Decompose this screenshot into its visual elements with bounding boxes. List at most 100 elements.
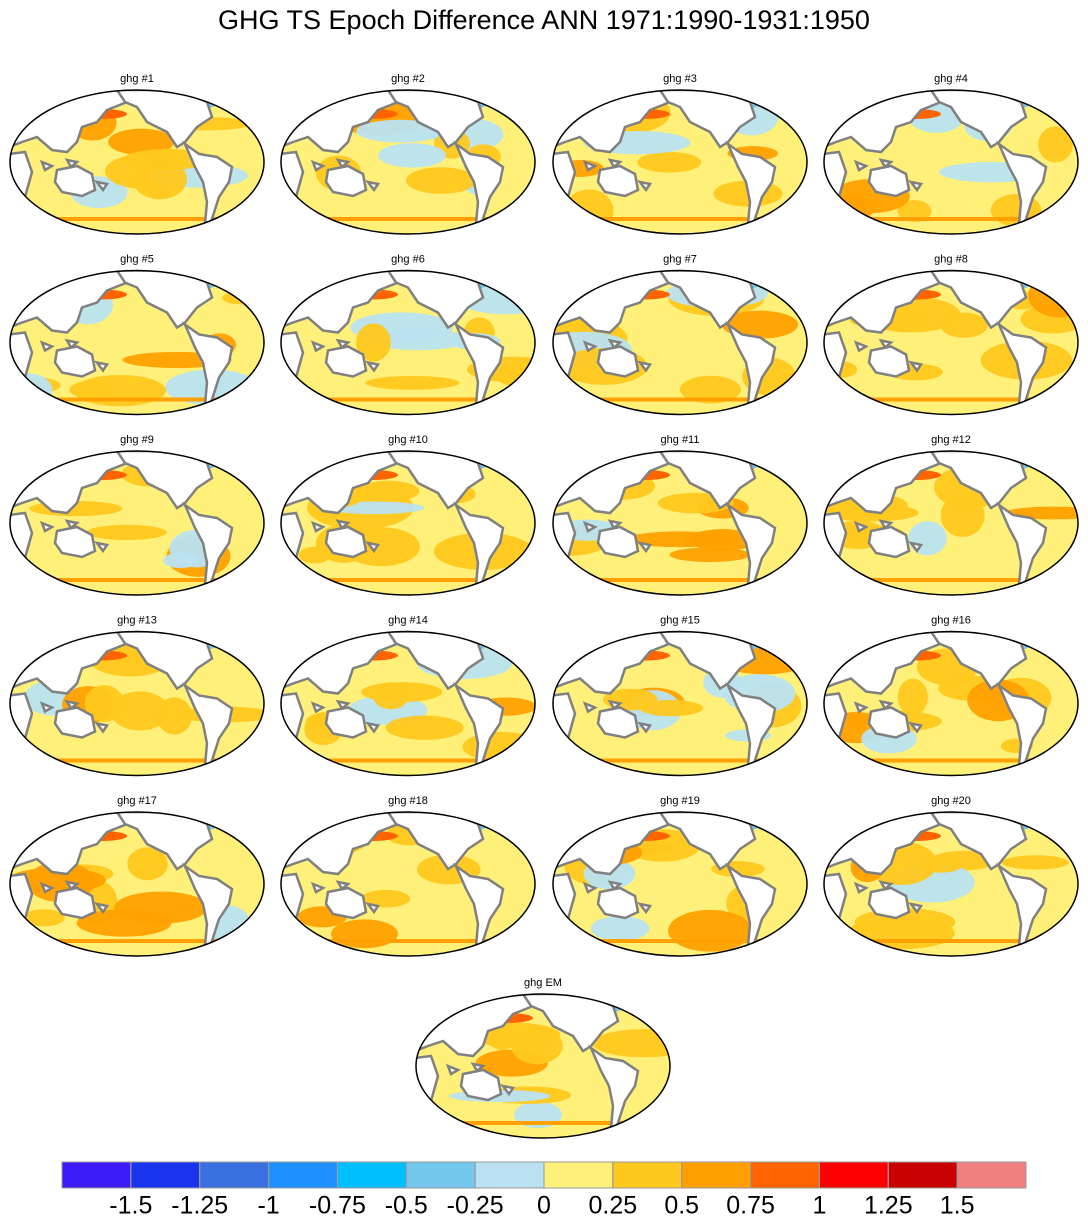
land bbox=[335, 158, 351, 169]
map-field bbox=[553, 451, 807, 595]
anomaly-area bbox=[331, 919, 399, 949]
anomaly-area bbox=[69, 380, 111, 399]
land bbox=[182, 501, 234, 587]
land bbox=[582, 340, 598, 353]
land bbox=[725, 862, 777, 948]
map-field bbox=[10, 270, 264, 415]
anomaly-area bbox=[1038, 126, 1073, 163]
land bbox=[485, 631, 521, 653]
land bbox=[64, 699, 80, 711]
land bbox=[867, 525, 911, 559]
panel-label: ghg #10 bbox=[388, 434, 428, 446]
map-panel: ghg #18 bbox=[280, 795, 536, 957]
land bbox=[1028, 812, 1064, 834]
anomaly-area bbox=[1001, 855, 1070, 870]
panel-label: ghg #2 bbox=[391, 73, 425, 85]
colorbar-box bbox=[130, 1161, 201, 1189]
land bbox=[64, 158, 80, 169]
land bbox=[757, 451, 793, 473]
land bbox=[607, 158, 623, 169]
land bbox=[908, 721, 924, 734]
map-panel: ghg #20 bbox=[823, 795, 1079, 957]
map-border bbox=[552, 89, 808, 235]
land bbox=[582, 881, 598, 894]
colorbar-label: -1.5 bbox=[109, 1192, 152, 1220]
land bbox=[853, 881, 869, 894]
map-border bbox=[280, 89, 536, 235]
land bbox=[453, 320, 505, 407]
land bbox=[996, 681, 1048, 768]
land bbox=[485, 90, 521, 112]
colorbar-box bbox=[543, 1161, 614, 1189]
anomaly-area bbox=[10, 578, 264, 582]
land bbox=[607, 699, 623, 711]
map-panel: ghg #12 bbox=[823, 434, 1079, 596]
colorbar-label: 0 bbox=[537, 1192, 551, 1220]
anomaly-area bbox=[10, 939, 264, 943]
land bbox=[637, 360, 653, 373]
anomaly-area bbox=[511, 1027, 563, 1065]
anomaly-area bbox=[590, 916, 650, 941]
map-border bbox=[552, 269, 808, 416]
land bbox=[39, 159, 55, 172]
map-panel: ghg #4 bbox=[823, 73, 1079, 235]
colorbar-box bbox=[336, 1161, 407, 1189]
land bbox=[725, 140, 777, 226]
map-panel: ghg #1 bbox=[9, 73, 265, 235]
anomaly-area bbox=[824, 217, 1078, 221]
map-border bbox=[823, 89, 1079, 235]
map-panel: ghg #7 bbox=[552, 253, 808, 416]
map-field bbox=[824, 451, 1078, 595]
map-panel: ghg EM bbox=[415, 977, 671, 1139]
anomaly-area bbox=[824, 939, 1078, 943]
anomaly-area bbox=[824, 758, 1078, 763]
map-panel: ghg #5 bbox=[9, 253, 265, 416]
land bbox=[500, 1084, 516, 1097]
anomaly-area bbox=[847, 916, 955, 950]
colorbar-label: -0.5 bbox=[385, 1192, 428, 1220]
land bbox=[310, 340, 326, 353]
colorbar-label: -0.25 bbox=[447, 1192, 504, 1220]
land bbox=[757, 270, 793, 292]
colorbar-box bbox=[405, 1161, 476, 1189]
map-field bbox=[281, 631, 535, 776]
anomaly-area bbox=[940, 493, 985, 538]
land bbox=[335, 699, 351, 711]
anomaly-area bbox=[84, 685, 125, 722]
map-border bbox=[280, 450, 536, 596]
colorbar-box bbox=[474, 1161, 545, 1189]
land bbox=[365, 360, 381, 373]
land bbox=[996, 501, 1048, 587]
land bbox=[1028, 90, 1064, 112]
panel-label: ghg #11 bbox=[661, 434, 700, 446]
land bbox=[582, 701, 598, 714]
map-field bbox=[824, 812, 1078, 956]
anomaly-area bbox=[10, 867, 106, 893]
panel-label: ghg #6 bbox=[391, 253, 425, 265]
land bbox=[182, 140, 234, 226]
land bbox=[853, 701, 869, 714]
map-field bbox=[281, 270, 535, 415]
land bbox=[725, 501, 777, 587]
land bbox=[453, 862, 505, 948]
map-panel: ghg #17 bbox=[9, 795, 265, 957]
land bbox=[485, 812, 521, 834]
land bbox=[853, 520, 869, 533]
land bbox=[853, 159, 869, 172]
anomaly-area bbox=[281, 217, 535, 221]
map-panel: ghg #10 bbox=[280, 434, 536, 596]
anomaly-area bbox=[385, 715, 464, 740]
land bbox=[39, 340, 55, 353]
anomaly-area bbox=[365, 375, 460, 390]
anomaly-area bbox=[908, 521, 947, 556]
anomaly-area bbox=[669, 547, 751, 563]
map-panel: ghg #3 bbox=[552, 73, 808, 235]
map-field bbox=[824, 270, 1078, 415]
land bbox=[1028, 631, 1064, 653]
land bbox=[310, 520, 326, 533]
map-border bbox=[823, 811, 1079, 957]
land bbox=[214, 451, 250, 473]
map-border bbox=[9, 630, 265, 777]
anomaly-area bbox=[110, 691, 170, 731]
land bbox=[324, 706, 368, 739]
